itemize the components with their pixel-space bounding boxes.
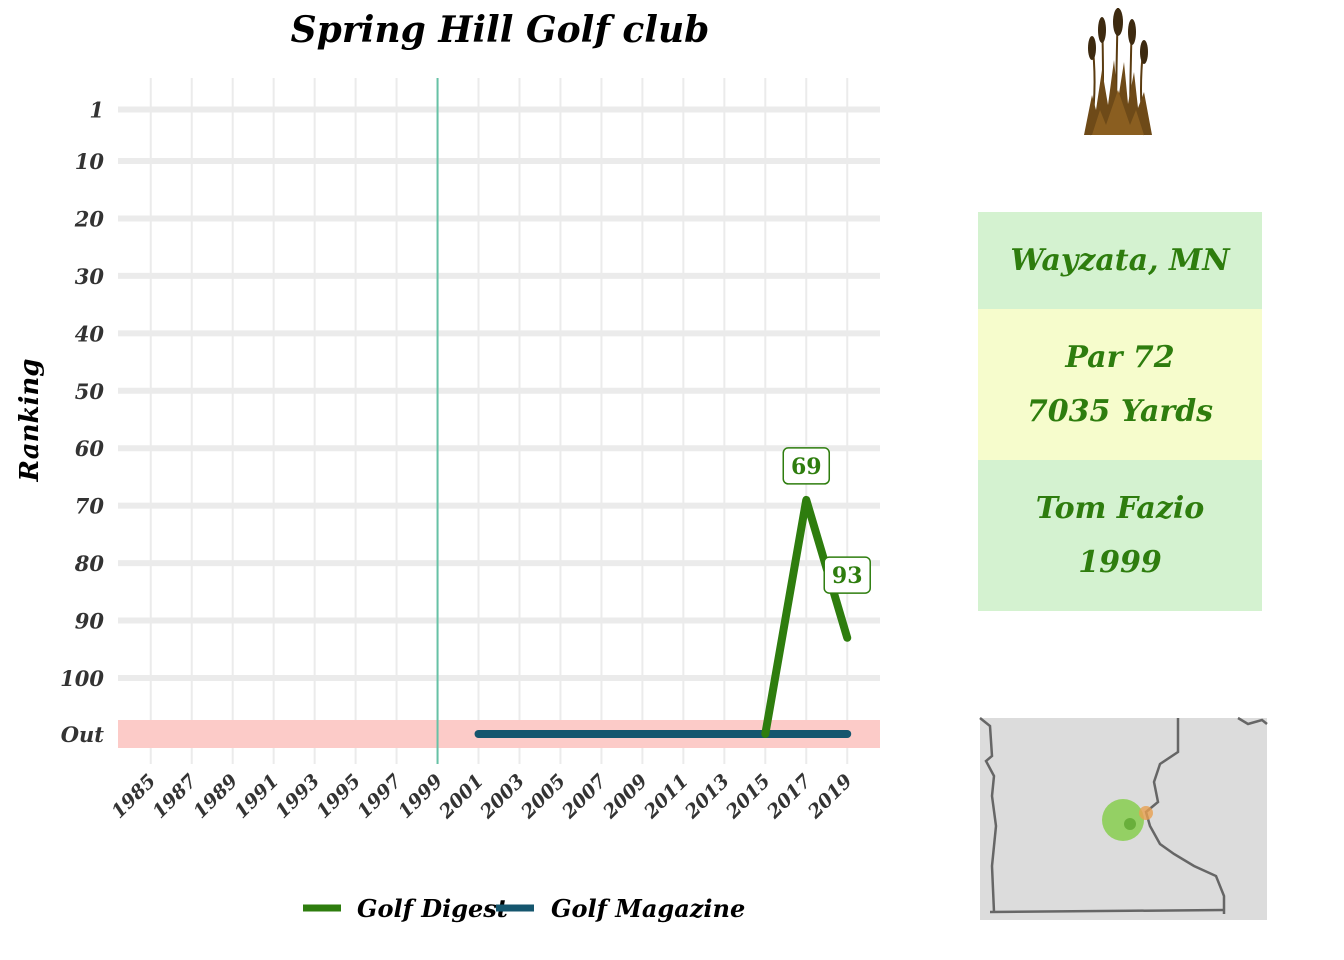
data-label-box [782,447,831,485]
x-tick-label: 2005 [516,770,570,824]
y-tick-label: 1 [89,98,104,123]
y-tick-label: 10 [75,149,105,174]
y-tick-label: 70 [75,494,105,519]
y-tick-label: Out [61,722,105,747]
architect-text: Tom Fazio [1035,490,1205,526]
y-tick-label: 80 [74,551,105,576]
data-label: 93 [832,563,863,589]
x-tick-label: 2019 [803,770,857,824]
x-tick-label: 2017 [762,770,816,824]
data-label: 69 [791,454,822,480]
x-tick-label: 1997 [353,770,406,823]
x-tick-label: 2001 [434,770,488,824]
y-tick-label: 60 [75,436,105,461]
x-tick-label: 1995 [312,770,365,823]
x-tick-label: 1999 [394,770,447,823]
x-tick-label: 1987 [148,770,201,823]
x-tick-label: 2003 [475,770,529,824]
par-text: Par 72 [1065,339,1175,375]
cattail-grass-icon [1084,7,1152,136]
legend-label-golf-digest: Golf Digest [357,894,508,923]
x-tick-label: 1991 [230,770,283,823]
data-label-box [823,556,871,594]
y-tick-label: 50 [75,379,105,404]
location-card: Wayzata, MN [978,212,1262,309]
x-tick-label: 2011 [639,770,693,824]
x-tick-label: 2015 [721,770,775,824]
x-tick-label: 2013 [680,770,734,824]
minnesota-region-map [979,716,1268,920]
location-text: Wayzata, MN [1010,242,1230,278]
x-tick-label: 2009 [598,770,652,824]
course-card: Par 72 7035 Yards [978,309,1262,460]
x-tick-label: 1985 [107,770,160,823]
architect-card: Tom Fazio 1999 [978,460,1262,611]
map-marker-large [1102,799,1144,841]
yardage-text: 7035 Yards [1026,393,1214,429]
y-tick-label: 20 [74,206,105,231]
legend-label-golf-magazine: Golf Magazine [551,894,745,923]
y-tick-label: 90 [75,609,105,634]
chart-title: Spring Hill Golf club [291,9,710,51]
year-built-text: 1999 [1078,544,1162,580]
y-tick-label: 100 [60,666,104,691]
ranking-chart: Spring Hill Golf club Ranking 1 10 20 30 40 5… [15,9,880,923]
y-tick-label: 40 [75,321,105,346]
x-tick-label: 1989 [189,770,242,823]
y-tick-label: 30 [75,264,105,289]
map-marker-dot [1124,818,1136,830]
map-marker-small [1139,806,1153,820]
chart-legend: Golf Digest Golf Magazine [303,894,745,923]
x-tick-label: 2007 [557,770,611,824]
x-tick-label: 1993 [271,770,324,823]
y-axis-label: Ranking [15,359,45,483]
